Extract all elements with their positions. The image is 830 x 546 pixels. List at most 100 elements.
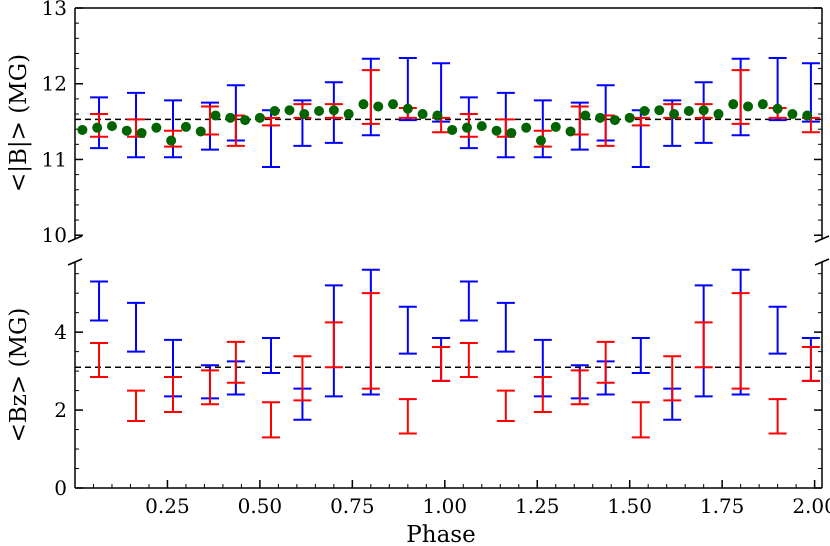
bottom-red-errorbar (596, 340, 615, 384)
bottom-red-errorbar (226, 340, 245, 384)
top-red-errorbar (261, 116, 280, 127)
top-green-point (535, 135, 546, 146)
xtick-label: 2.00 (792, 494, 830, 518)
top-green-point (151, 122, 162, 133)
bottom-red-errorbar (90, 342, 109, 378)
top-green-point (121, 125, 132, 136)
bottom-blue-errorbar (496, 301, 515, 353)
bottom-red-errorbar (293, 355, 312, 402)
bottom-red-errorbar (163, 375, 182, 414)
axis-break-mark (67, 258, 83, 266)
top-red-errorbar (731, 69, 750, 125)
bottom-blue-errorbar (90, 280, 109, 322)
bottom-red-errorbar (459, 342, 478, 378)
bottom-red-errorbar (127, 389, 146, 422)
bottom-blue-errorbar (631, 336, 650, 375)
bottom-red-errorbar (533, 375, 552, 414)
bottom-blue-errorbar (768, 305, 787, 355)
top-green-point (106, 121, 117, 132)
top-green-point (195, 126, 206, 137)
top-green-point (476, 121, 487, 132)
top-green-point (580, 110, 591, 121)
bottom-red-errorbar (694, 321, 713, 369)
xtick-label: 1.00 (423, 494, 468, 518)
top-green-point (669, 109, 680, 120)
top-green-point (624, 112, 635, 123)
top-blue-errorbar (533, 99, 552, 159)
top-green-point (284, 105, 295, 116)
top-green-point (802, 110, 813, 121)
top-green-point (328, 105, 339, 116)
top-red-errorbar (631, 116, 650, 127)
xtick-label: 0.75 (330, 494, 375, 518)
top-green-point (180, 121, 191, 132)
top-green-point (757, 99, 768, 110)
bottom-red-errorbar (261, 401, 280, 439)
top-green-point (728, 99, 739, 110)
bottom-blue-errorbar (127, 301, 146, 353)
top-ytick-label: 12 (42, 72, 67, 96)
xtick-label: 0.25 (145, 494, 190, 518)
bottom-red-errorbar (801, 345, 820, 382)
top-ytick-label: 10 (42, 223, 67, 247)
bottom-red-errorbar (200, 369, 219, 406)
top-green-point (402, 103, 413, 114)
xtick-label: 0.50 (238, 494, 283, 518)
top-green-point (713, 109, 724, 120)
top-green-point (772, 103, 783, 114)
top-green-point (447, 124, 458, 135)
top-green-point (254, 112, 265, 123)
top-green-point (314, 106, 325, 117)
bottom-red-errorbar (496, 389, 515, 422)
bottom-red-errorbar (768, 398, 787, 435)
top-green-point (639, 106, 650, 117)
bottom-red-errorbar (663, 355, 682, 402)
top-green-point (299, 109, 310, 120)
top-green-point (683, 106, 694, 117)
bottom-y-axis-label: <Bz> (MG) (6, 308, 32, 443)
bottom-ytick-label: 4 (54, 320, 67, 344)
bottom-blue-errorbar (398, 305, 417, 355)
top-ytick-label: 13 (42, 0, 67, 20)
top-panel: 10 11 12 13 (42, 0, 823, 247)
top-green-point (787, 109, 798, 120)
top-green-point (461, 122, 472, 133)
axis-break-mark (814, 258, 830, 266)
xtick-label: 1.25 (515, 494, 560, 518)
top-green-point (743, 101, 754, 112)
bottom-red-errorbar (570, 369, 589, 406)
bottom-red-errorbar (361, 292, 380, 390)
top-green-point (358, 99, 369, 110)
bottom-red-errorbar (398, 398, 417, 435)
top-green-point (166, 135, 177, 146)
top-green-point (136, 127, 147, 138)
top-red-errorbar (361, 69, 380, 125)
top-y-axis-label: <|B|> (MG) (6, 54, 32, 192)
top-green-point (210, 110, 221, 121)
xtick-label: 1.50 (607, 494, 652, 518)
top-green-point (373, 101, 384, 112)
axis-break-marks (67, 235, 830, 266)
bottom-red-errorbar (432, 345, 451, 382)
bottom-panel: 0 2 4 0.25 0.50 0.75 1.00 1.25 1.50 1.75 2.00 (54, 262, 830, 518)
bottom-ytick-label: 0 (54, 476, 67, 500)
top-green-point (595, 112, 606, 123)
bottom-red-errorbar (324, 321, 343, 369)
top-green-point (388, 99, 399, 110)
top-green-point (550, 121, 561, 132)
top-green-point (343, 109, 354, 120)
top-green-point (269, 106, 280, 117)
top-green-point (225, 112, 236, 123)
bottom-red-errorbar (631, 401, 650, 439)
top-green-point (92, 122, 103, 133)
top-green-point (77, 124, 88, 135)
top-green-point (654, 105, 665, 116)
top-green-point (432, 110, 443, 121)
top-green-point (491, 125, 502, 136)
top-green-point (609, 115, 620, 126)
top-green-point (521, 122, 532, 133)
xtick-label: 1.75 (700, 494, 745, 518)
x-axis-label: Phase (406, 522, 475, 546)
axis-break-mark (814, 235, 830, 243)
